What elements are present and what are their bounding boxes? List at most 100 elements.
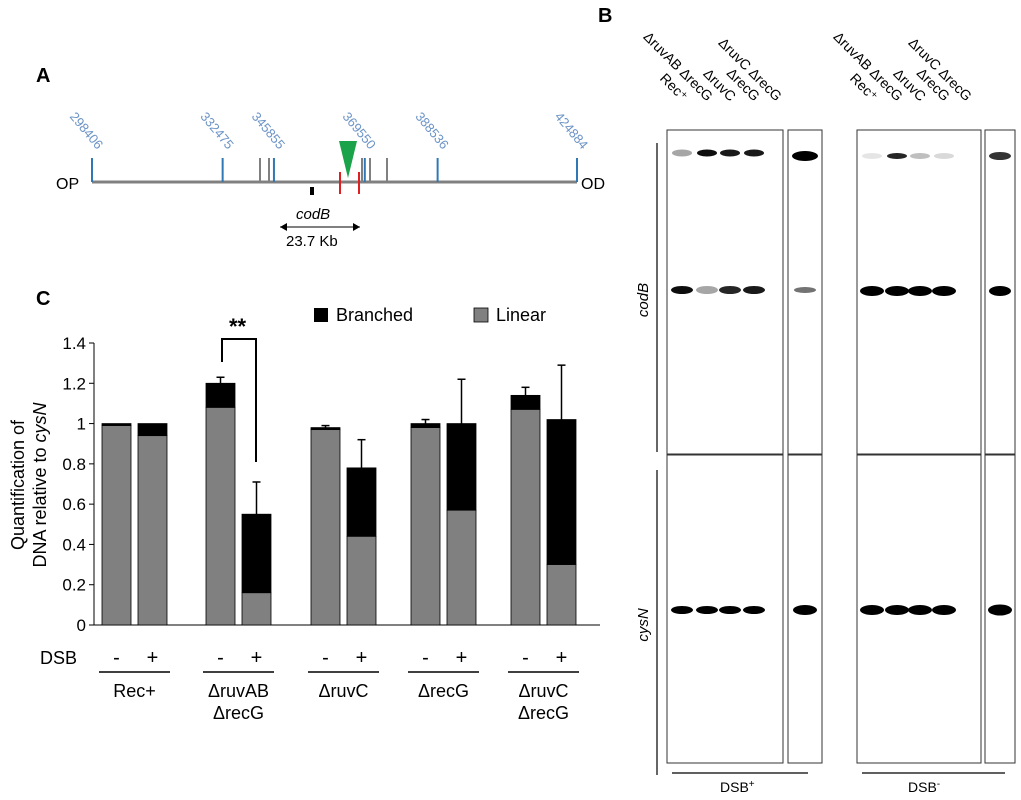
- significance-stars: **: [229, 314, 247, 339]
- gel-band: [932, 605, 956, 615]
- gel-band: [910, 153, 930, 159]
- gel-band: [989, 286, 1011, 296]
- bar-linear: [546, 564, 577, 626]
- dsb-sign: -: [422, 647, 429, 669]
- legend-label-branched: Branched: [336, 305, 413, 325]
- significance-bracket: [221, 338, 257, 462]
- coordinate-label: 388536: [412, 109, 451, 152]
- legend-swatch-linear: [473, 307, 489, 323]
- gel-band: [743, 606, 765, 614]
- bar-linear: [137, 435, 168, 626]
- gel-band: [934, 153, 954, 159]
- arrow-left-icon: [280, 223, 287, 231]
- y-tick-label: 0.8: [62, 455, 86, 474]
- dsb-minus-label: DSB-: [908, 779, 940, 796]
- dsb-sign: +: [356, 647, 368, 669]
- bar-linear: [510, 409, 541, 626]
- y-tick-label: 0.6: [62, 495, 86, 514]
- panel-a-letter: A: [36, 65, 50, 87]
- gel-band: [794, 287, 816, 293]
- bar-branched: [346, 467, 377, 537]
- gel-band: [885, 286, 909, 296]
- dsb-sign: -: [322, 647, 329, 669]
- gel-band: [862, 153, 882, 159]
- gel-band: [743, 286, 765, 294]
- panel-c: C Quantification of DNA relative to cysN…: [8, 288, 600, 723]
- gel-blots: [666, 129, 1016, 764]
- group-label: Rec+: [113, 681, 156, 701]
- dsb-sign: -: [522, 647, 529, 669]
- coordinate-label: 298406: [67, 109, 106, 152]
- probe-label: codB: [296, 206, 330, 223]
- gel-band: [932, 286, 956, 296]
- bar-linear: [446, 509, 477, 626]
- gel-band: [988, 604, 1012, 616]
- gel-band: [719, 286, 741, 294]
- y-tick-label: 1.2: [62, 374, 86, 393]
- panel-c-letter: C: [36, 288, 50, 310]
- coordinate-markers: 298406 332475 345855 369550 388536 424884: [67, 109, 591, 182]
- gel-band: [744, 149, 764, 157]
- dsb-sign: -: [113, 647, 120, 669]
- panel-b-letter: B: [598, 5, 612, 27]
- bar-linear: [205, 407, 236, 626]
- bar-linear: [241, 592, 272, 626]
- arrow-right-icon: [353, 223, 360, 231]
- gel-band: [908, 605, 932, 615]
- group-label: ΔrecG: [418, 681, 469, 701]
- cysn-probe-label: cysN: [635, 608, 652, 642]
- y-tick-label: 0: [77, 616, 86, 635]
- gel-band: [792, 151, 818, 161]
- dsb-sign: +: [456, 647, 468, 669]
- panel-a: A OP OD 298406 332475 345855 369550 388536 42…: [36, 65, 605, 250]
- coordinate-label: 332475: [197, 109, 236, 152]
- dsb-sign: +: [147, 647, 159, 669]
- legend-label-linear: Linear: [496, 305, 546, 325]
- group-label: ΔrecG: [213, 703, 264, 723]
- legend-swatch-branched: [314, 308, 328, 322]
- dsb-marker-icon: [339, 141, 357, 178]
- dsb-sign: -: [217, 647, 224, 669]
- bar-linear: [346, 535, 377, 626]
- bar-branched: [546, 419, 577, 565]
- bar-linear: [410, 427, 441, 626]
- dsb-plus-label: DSB+: [720, 779, 755, 796]
- bar-branched: [205, 382, 236, 408]
- fragment-size: 23.7 Kb: [286, 233, 338, 250]
- gel-band: [719, 606, 741, 614]
- gel-band: [672, 149, 692, 157]
- gel-band: [671, 606, 693, 614]
- coordinate-label: 345855: [249, 109, 288, 152]
- group-label: ΔruvAB: [208, 681, 269, 701]
- gel-band: [793, 605, 817, 615]
- dsb-sign: +: [251, 647, 263, 669]
- probe-marker: [310, 187, 314, 195]
- bar-linear: [101, 425, 132, 626]
- bar-branched: [241, 513, 272, 594]
- bar-linear: [310, 429, 341, 626]
- bar-branched: [510, 394, 541, 410]
- group-label: ΔruvC: [518, 681, 568, 701]
- y-tick-label: 0.4: [62, 535, 86, 554]
- y-axis-title-line1: Quantification of: [8, 419, 28, 550]
- coordinate-label: 424884: [552, 109, 591, 152]
- gel-band: [860, 605, 884, 615]
- dsb-row-label: DSB: [40, 648, 77, 668]
- gel-band: [860, 286, 884, 296]
- op-label: OP: [56, 176, 79, 193]
- codb-probe-label: codB: [635, 283, 652, 317]
- y-axis-title-line2: DNA relative to cysN: [30, 401, 50, 567]
- gel-band: [697, 149, 717, 157]
- y-tick-label: 0.2: [62, 576, 86, 595]
- gel-band: [671, 286, 693, 294]
- group-label: ΔrecG: [518, 703, 569, 723]
- dsb-sign: +: [556, 647, 568, 669]
- gel-band: [887, 153, 907, 159]
- y-tick-label: 1.4: [62, 334, 86, 353]
- gel-band: [720, 149, 740, 157]
- gel-band: [696, 286, 718, 294]
- od-label: OD: [581, 176, 605, 193]
